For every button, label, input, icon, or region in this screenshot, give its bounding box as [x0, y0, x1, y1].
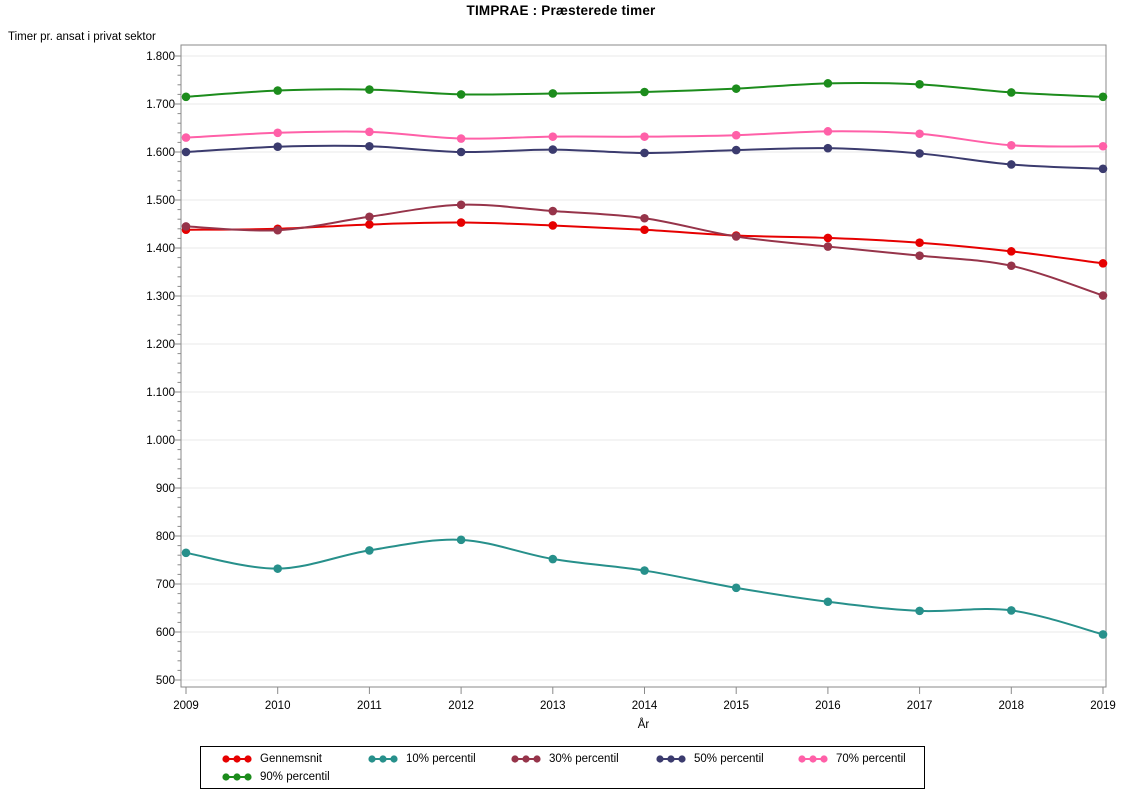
- legend-label: 10% percentil: [406, 752, 476, 765]
- gridlines: [181, 55, 1106, 681]
- legend-entry-50-percentil: 50% percentil: [655, 750, 797, 767]
- y-tick-label: 600: [156, 627, 175, 639]
- x-tick-label: 2011: [357, 700, 382, 712]
- legend-entry-gennemsnit: Gennemsnit: [221, 750, 367, 767]
- y-axis-label: Timer pr. ansat i privat sektor: [8, 31, 156, 43]
- y-tick-label: 1.700: [146, 99, 175, 111]
- legend-entry-90-percentil: 90% percentil: [221, 768, 367, 785]
- y-tick-label: 1.000: [146, 435, 175, 447]
- legend: Gennemsnit 10% percentil 30% percentil 5…: [200, 746, 925, 789]
- legend-marker-icon: [798, 754, 828, 763]
- legend-label: 50% percentil: [694, 752, 764, 765]
- legend-entry-30-percentil: 30% percentil: [510, 750, 655, 767]
- y-tick-label: 1.300: [146, 291, 175, 303]
- legend-marker-icon: [222, 772, 252, 781]
- series-10-percentil: [181, 535, 1108, 639]
- y-axis: 500 600 700 800 900 1.000 1.100 1.200 1.300 1.400…: [146, 51, 181, 687]
- legend-entry-10-percentil: 10% percentil: [367, 750, 510, 767]
- legend-marker-icon: [222, 754, 252, 763]
- x-tick-label: 2018: [999, 700, 1025, 712]
- legend-marker-icon: [368, 754, 398, 763]
- x-tick-label: 2017: [907, 700, 933, 712]
- x-tick-label: 2013: [540, 700, 566, 712]
- y-tick-label: 1.400: [146, 243, 175, 255]
- legend-label: 70% percentil: [836, 752, 906, 765]
- plot-area: 500 600 700 800 900 1.000 1.100 1.200 1.300 1.400…: [146, 44, 1116, 712]
- x-tick-label: 2016: [815, 700, 841, 712]
- legend-label: 90% percentil: [260, 770, 330, 783]
- legend-marker-icon: [511, 754, 541, 763]
- x-axis-label: År: [637, 719, 650, 731]
- x-tick-label: 2012: [448, 700, 474, 712]
- x-tick-label: 2014: [632, 700, 658, 712]
- y-tick-label: 800: [156, 531, 175, 543]
- series-70-percentil: [181, 127, 1108, 151]
- y-tick-label: 1.600: [146, 147, 175, 159]
- series-30-percentil: [181, 200, 1108, 300]
- x-axis: 2009 2010 2011 2012 2013 2014 2015 2016 2017 2018…: [173, 687, 1116, 712]
- legend-entry-70-percentil: 70% percentil: [797, 750, 920, 767]
- x-tick-label: 2019: [1090, 700, 1116, 712]
- series-50-percentil: [181, 141, 1108, 174]
- y-tick-label: 1.800: [146, 51, 175, 63]
- x-tick-label: 2015: [723, 700, 749, 712]
- legend-marker-icon: [656, 754, 686, 763]
- y-tick-label: 1.500: [146, 195, 175, 207]
- plot-frame: [180, 44, 1107, 688]
- x-tick-label: 2010: [265, 700, 291, 712]
- y-tick-label: 700: [156, 579, 175, 591]
- y-tick-label: 1.100: [146, 387, 175, 399]
- y-tick-label: 900: [156, 483, 175, 495]
- y-tick-label: 500: [156, 675, 175, 687]
- y-tick-label: 1.200: [146, 339, 175, 351]
- legend-label: 30% percentil: [549, 752, 619, 765]
- legend-label: Gennemsnit: [260, 752, 323, 765]
- chart-title: TIMPRAE : Præsterede timer: [466, 3, 656, 18]
- series-90-percentil: [181, 79, 1108, 102]
- x-tick-label: 2009: [173, 700, 199, 712]
